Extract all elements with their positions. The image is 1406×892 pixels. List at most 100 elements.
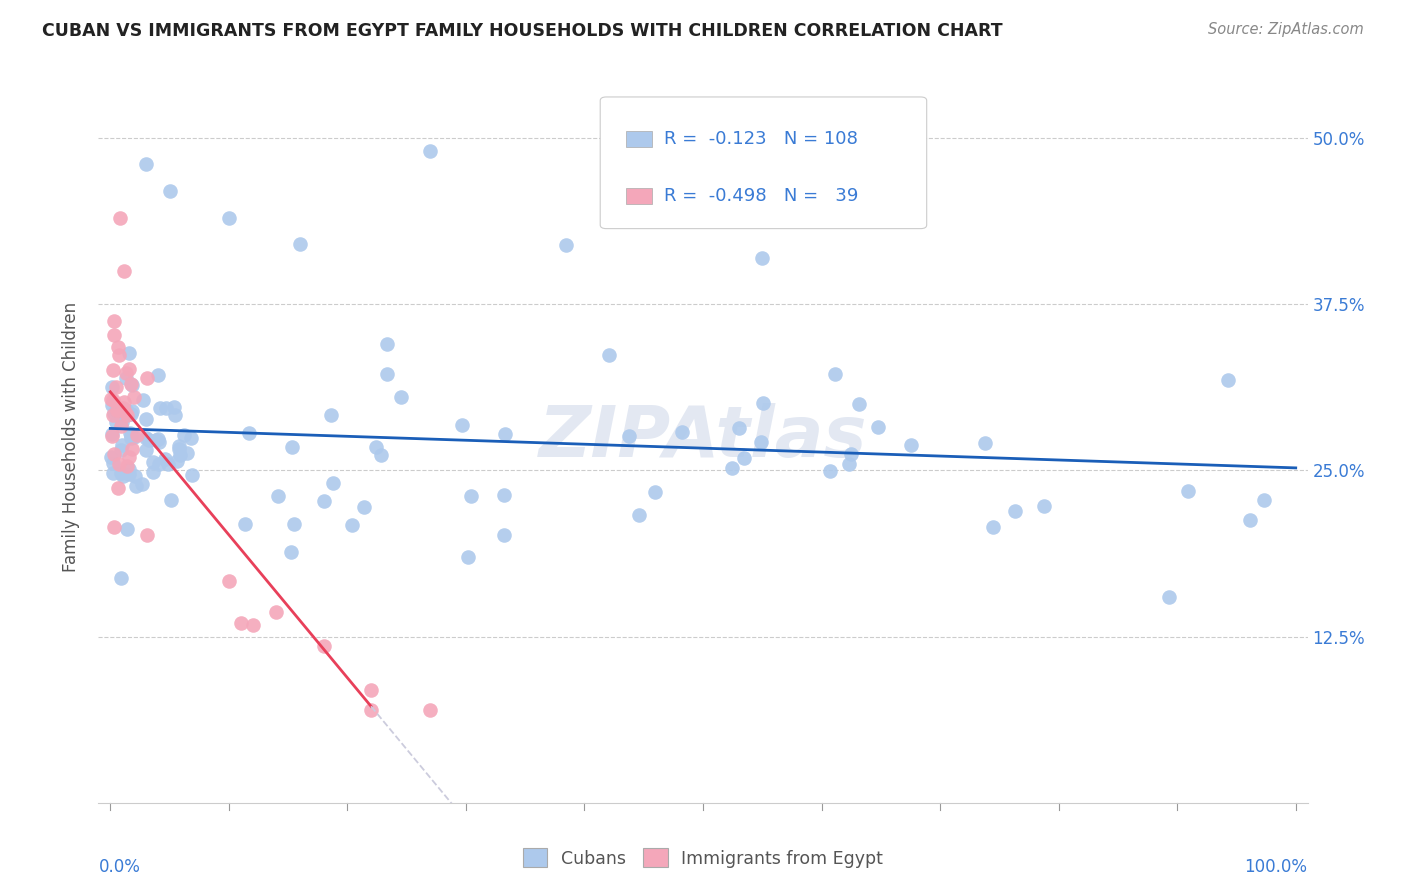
Point [118, 346, 141, 360]
Point [229, 616, 252, 631]
Point [110, 466, 132, 480]
Point [120, 377, 142, 392]
Point [900, 438, 922, 452]
Point [110, 443, 132, 458]
Point [100, 398, 122, 412]
Point [100, 379, 122, 393]
Point [848, 396, 870, 410]
FancyBboxPatch shape [600, 97, 927, 228]
Text: 0.0%: 0.0% [98, 858, 141, 876]
Point [280, 545, 302, 559]
Point [173, 427, 195, 442]
Point [120, 429, 142, 443]
Point [115, 522, 138, 536]
Point [159, 184, 181, 198]
Point [115, 366, 138, 380]
Point [148, 435, 170, 450]
Point [312, 639, 335, 653]
Point [155, 401, 177, 415]
Point [142, 455, 165, 469]
Point [121, 404, 143, 418]
Point [114, 405, 136, 419]
Point [122, 390, 145, 404]
Point [115, 458, 138, 473]
Point [118, 467, 141, 481]
Point [180, 431, 202, 445]
Point [492, 528, 515, 542]
Point [1004, 504, 1026, 518]
Point [457, 550, 479, 565]
Point [749, 434, 772, 449]
Point [166, 454, 188, 468]
Point [100, 426, 122, 441]
Point [135, 412, 157, 426]
Point [103, 408, 125, 422]
Point [145, 433, 167, 447]
Point [153, 452, 176, 467]
Point [103, 363, 125, 377]
Point [111, 415, 134, 429]
Point [360, 703, 382, 717]
Text: Source: ZipAtlas.com: Source: ZipAtlas.com [1208, 22, 1364, 37]
Point [121, 378, 143, 392]
Point [146, 368, 169, 383]
Point [1177, 484, 1199, 499]
Point [131, 477, 153, 491]
Point [974, 436, 997, 450]
Point [866, 420, 889, 434]
Point [598, 349, 620, 363]
Point [375, 367, 398, 381]
Point [353, 500, 375, 515]
Point [118, 450, 141, 465]
Point [419, 703, 441, 717]
Bar [626, 187, 652, 203]
Point [100, 450, 122, 465]
Point [100, 392, 122, 407]
Point [115, 408, 138, 422]
Point [288, 237, 311, 252]
Point [157, 457, 180, 471]
Text: R =  -0.123   N = 108: R = -0.123 N = 108 [664, 129, 858, 148]
Point [644, 485, 666, 500]
Point [115, 403, 138, 417]
Point [125, 428, 148, 442]
Point [105, 404, 128, 418]
Point [110, 438, 132, 452]
Point [124, 430, 146, 444]
Point [112, 401, 135, 416]
Point [160, 493, 183, 508]
Point [375, 337, 398, 351]
Point [720, 460, 742, 475]
Y-axis label: Family Households with Children: Family Households with Children [62, 302, 80, 572]
Point [120, 431, 142, 445]
Point [149, 401, 172, 416]
Point [118, 362, 141, 376]
Bar [626, 130, 652, 146]
Point [340, 518, 363, 533]
Point [135, 157, 157, 171]
Point [1216, 373, 1239, 387]
Point [494, 427, 516, 442]
Point [983, 520, 1005, 534]
Point [100, 429, 122, 443]
Point [118, 462, 141, 476]
Point [110, 571, 132, 585]
Point [322, 476, 344, 491]
Point [370, 448, 392, 462]
Point [163, 401, 186, 415]
Point [135, 528, 157, 542]
Point [218, 211, 240, 225]
Point [103, 406, 125, 420]
Point [108, 348, 131, 362]
Text: 100.0%: 100.0% [1244, 858, 1308, 876]
Point [146, 432, 169, 446]
Point [389, 390, 412, 404]
Point [135, 371, 157, 385]
Point [627, 508, 650, 522]
Point [319, 408, 342, 422]
Point [360, 682, 382, 697]
Point [727, 421, 749, 435]
Point [101, 392, 124, 407]
Point [1253, 492, 1275, 507]
Point [120, 408, 142, 422]
